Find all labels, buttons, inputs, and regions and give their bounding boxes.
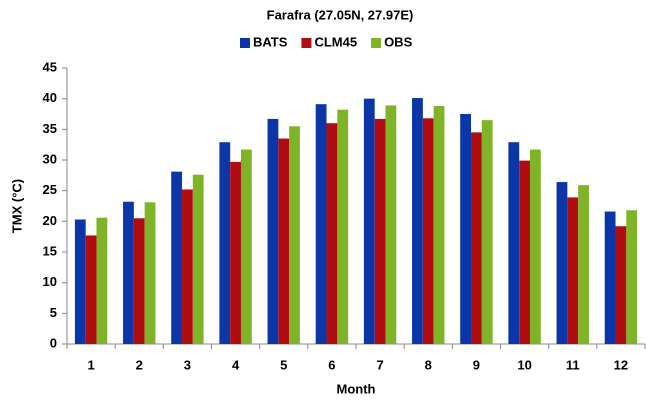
x-tick-label: 3 [184, 357, 191, 372]
bar [230, 161, 241, 344]
x-tick-label: 2 [136, 357, 143, 372]
legend-swatch [240, 38, 250, 48]
bar [374, 118, 386, 344]
y-tick-label: 45 [43, 59, 57, 74]
bar [578, 185, 589, 344]
bar [171, 171, 183, 344]
bar [508, 142, 520, 344]
x-tick-label: 7 [376, 357, 383, 372]
bar [240, 149, 252, 344]
bar [519, 160, 530, 344]
y-tick-label: 20 [43, 213, 57, 228]
bar [289, 126, 300, 345]
legend-label: OBS [384, 34, 413, 49]
bar [529, 149, 541, 344]
bar [278, 138, 290, 344]
bar [433, 106, 445, 344]
bar [412, 98, 423, 344]
y-tick-label: 30 [43, 151, 57, 166]
bar [626, 210, 638, 344]
bar [267, 118, 279, 344]
y-tick-label: 10 [43, 274, 57, 289]
x-tick-label: 8 [425, 357, 432, 372]
bar [85, 235, 97, 344]
x-tick-label: 1 [87, 357, 94, 372]
bar [385, 105, 397, 344]
bar [337, 109, 349, 344]
x-tick-label: 12 [614, 357, 628, 372]
bar [422, 118, 434, 344]
x-axis-label: Month [337, 381, 376, 396]
bar [481, 120, 493, 344]
legend-label: BATS [253, 34, 288, 49]
bar [144, 202, 156, 344]
bar [615, 226, 627, 344]
y-tick-label: 5 [50, 305, 57, 320]
y-tick-label: 40 [43, 90, 57, 105]
y-tick-label: 15 [43, 243, 57, 258]
bar [96, 217, 108, 344]
bar [74, 219, 86, 344]
bar [326, 123, 338, 344]
chart-title: Farafra (27.05N, 27.97E) [267, 7, 414, 22]
bar [604, 211, 616, 344]
x-tick-label: 4 [232, 357, 240, 372]
legend-label: CLM45 [314, 34, 357, 49]
x-tick-label: 11 [566, 357, 580, 372]
y-tick-label: 35 [43, 121, 57, 136]
bar [460, 114, 472, 344]
bar [192, 174, 204, 344]
x-tick-label: 10 [517, 357, 531, 372]
x-tick-label: 9 [473, 357, 480, 372]
legend-swatch [371, 38, 382, 48]
bar [556, 182, 568, 344]
bar [471, 132, 482, 344]
legend-swatch [301, 38, 312, 48]
bar [182, 189, 193, 344]
bar [363, 98, 375, 345]
x-tick-label: 5 [280, 357, 287, 372]
x-tick-label: 6 [328, 357, 335, 372]
y-tick-label: 25 [43, 182, 57, 197]
bar [133, 218, 145, 344]
bar [315, 104, 327, 344]
bar [219, 142, 231, 344]
bar [123, 201, 134, 344]
bar [567, 197, 579, 344]
y-axis-label: TMX (°C) [9, 179, 24, 233]
y-tick-label: 0 [50, 335, 57, 350]
